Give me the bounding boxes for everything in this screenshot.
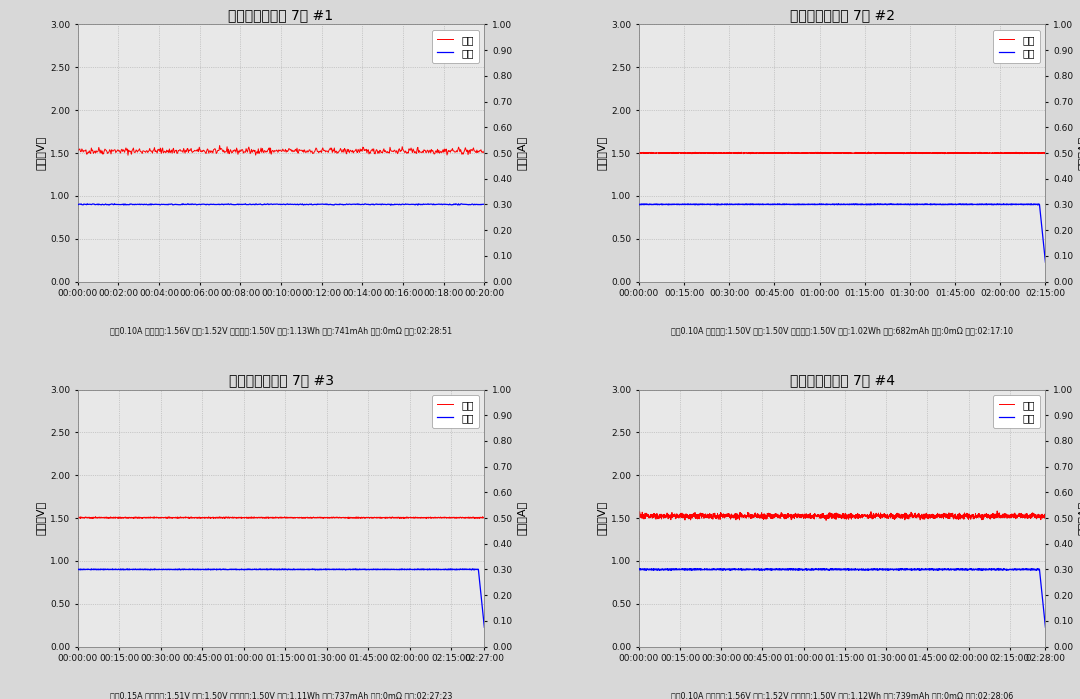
Y-axis label: 电压（V）: 电压（V）	[36, 136, 45, 170]
Legend: 电压, 电流: 电压, 电流	[994, 29, 1040, 63]
Title: 南孚充电锂电池 7号 #1: 南孚充电锂电池 7号 #1	[229, 8, 334, 22]
Legend: 电压, 电流: 电压, 电流	[432, 395, 480, 428]
Y-axis label: 电压（V）: 电压（V）	[597, 136, 607, 170]
Text: 电流0.10A 最高电压:1.56V 均压:1.52V 最低电压:1.50V 能量:1.12Wh 容量:739mAh 内阻:0mΩ 时间:02:28:06: 电流0.10A 最高电压:1.56V 均压:1.52V 最低电压:1.50V 能…	[671, 691, 1013, 699]
Title: 南孚充电锂电池 7号 #4: 南孚充电锂电池 7号 #4	[789, 373, 894, 387]
Y-axis label: 电流（A）: 电流（A）	[516, 501, 526, 535]
Text: 电流0.10A 最高电压:1.50V 均压:1.50V 最低电压:1.50V 能量:1.02Wh 容量:682mAh 内阻:0mΩ 时间:02:17:10: 电流0.10A 最高电压:1.50V 均压:1.50V 最低电压:1.50V 能…	[671, 326, 1013, 336]
Y-axis label: 电流（A）: 电流（A）	[1078, 501, 1080, 535]
Y-axis label: 电流（A）: 电流（A）	[1078, 136, 1080, 170]
Y-axis label: 电流（A）: 电流（A）	[516, 136, 526, 170]
Title: 南孚充电锂电池 7号 #3: 南孚充电锂电池 7号 #3	[229, 373, 334, 387]
Legend: 电压, 电流: 电压, 电流	[994, 395, 1040, 428]
Title: 南孚充电锂电池 7号 #2: 南孚充电锂电池 7号 #2	[789, 8, 894, 22]
Text: 电流0.10A 最高电压:1.56V 均压:1.52V 最低电压:1.50V 能量:1.13Wh 容量:741mAh 内阻:0mΩ 时间:02:28:51: 电流0.10A 最高电压:1.56V 均压:1.52V 最低电压:1.50V 能…	[110, 326, 453, 336]
Y-axis label: 电压（V）: 电压（V）	[36, 501, 45, 535]
Legend: 电压, 电流: 电压, 电流	[432, 29, 480, 63]
Text: 电流0.15A 最高电压:1.51V 均压:1.50V 最低电压:1.50V 能量:1.11Wh 容量:737mAh 内阻:0mΩ 时间:02:27:23: 电流0.15A 最高电压:1.51V 均压:1.50V 最低电压:1.50V 能…	[110, 691, 453, 699]
Y-axis label: 电压（V）: 电压（V）	[597, 501, 607, 535]
